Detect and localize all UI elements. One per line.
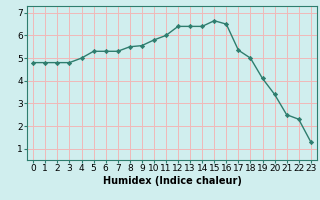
X-axis label: Humidex (Indice chaleur): Humidex (Indice chaleur) [103, 176, 241, 186]
